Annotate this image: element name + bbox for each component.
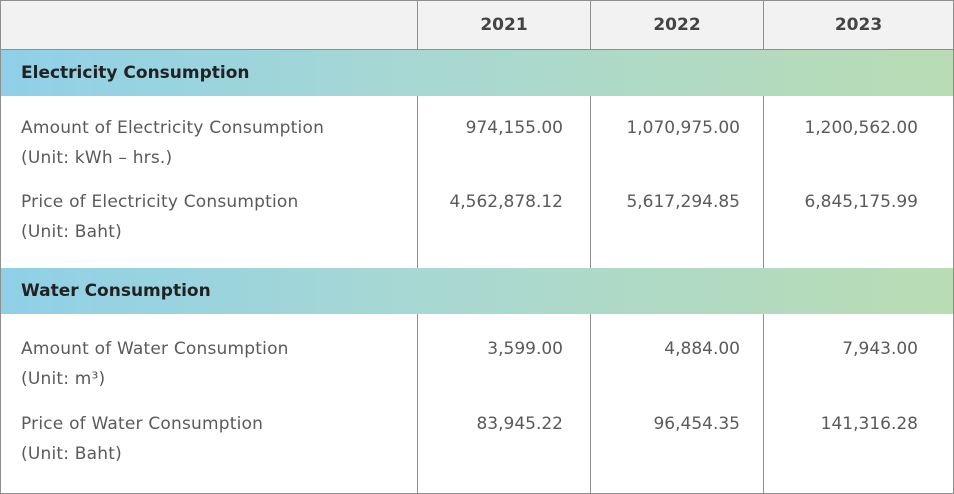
- column-divider: [417, 96, 418, 268]
- cell-value: 141,316.28: [820, 414, 918, 434]
- row-label-unit: (Unit: Baht): [21, 444, 122, 464]
- section-water: Water Consumption: [1, 268, 953, 314]
- row-label: Price of Electricity Consumption (Unit: …: [21, 187, 299, 247]
- cell-value: 4,562,878.12: [449, 192, 563, 212]
- cell-value: 6,845,175.99: [804, 192, 918, 212]
- row-label-unit: (Unit: kWh – hrs.): [21, 148, 173, 168]
- row-label-unit: (Unit: m³): [21, 369, 106, 389]
- header-corner-cell: [1, 1, 417, 49]
- header-year-2021: 2021: [480, 15, 528, 35]
- cell-value: 4,884.00: [664, 339, 740, 359]
- table-row: Amount of Water Consumption (Unit: m³) 3…: [1, 314, 953, 493]
- cell-value: 83,945.22: [476, 414, 563, 434]
- header-year-2023: 2023: [834, 15, 883, 35]
- header-year-2022: 2022: [653, 15, 701, 35]
- column-divider: [763, 314, 764, 493]
- column-divider: [590, 96, 591, 268]
- column-divider: [763, 96, 764, 268]
- section-electricity: Electricity Consumption: [1, 50, 953, 96]
- row-label: Price of Water Consumption (Unit: Baht): [21, 409, 263, 469]
- cell-value: 7,943.00: [842, 339, 918, 359]
- cell-value: 974,155.00: [465, 118, 563, 138]
- row-label: Amount of Water Consumption (Unit: m³): [21, 334, 289, 394]
- row-label-line: Amount of Water Consumption: [21, 339, 289, 359]
- cell-value: 96,454.35: [653, 414, 740, 434]
- column-divider: [590, 314, 591, 493]
- column-divider: [763, 1, 764, 50]
- row-label-unit: (Unit: Baht): [21, 222, 122, 242]
- row-label: Amount of Electricity Consumption (Unit:…: [21, 113, 324, 173]
- row-label-line: Price of Water Consumption: [21, 414, 264, 434]
- column-divider: [417, 314, 418, 493]
- section-title: Electricity Consumption: [21, 63, 250, 83]
- row-label-line: Amount of Electricity Consumption: [21, 118, 325, 138]
- cell-value: 1,070,975.00: [626, 118, 740, 138]
- cell-value: 1,200,562.00: [804, 118, 918, 138]
- table-header: 2021 2022 2023: [1, 1, 953, 50]
- table-row: Amount of Electricity Consumption (Unit:…: [1, 96, 953, 268]
- column-divider: [590, 1, 591, 50]
- section-title: Water Consumption: [21, 281, 211, 301]
- cell-value: 3,599.00: [487, 339, 563, 359]
- cell-value: 5,617,294.85: [626, 192, 740, 212]
- column-divider: [417, 1, 418, 50]
- row-label-line: Price of Electricity Consumption: [21, 192, 299, 212]
